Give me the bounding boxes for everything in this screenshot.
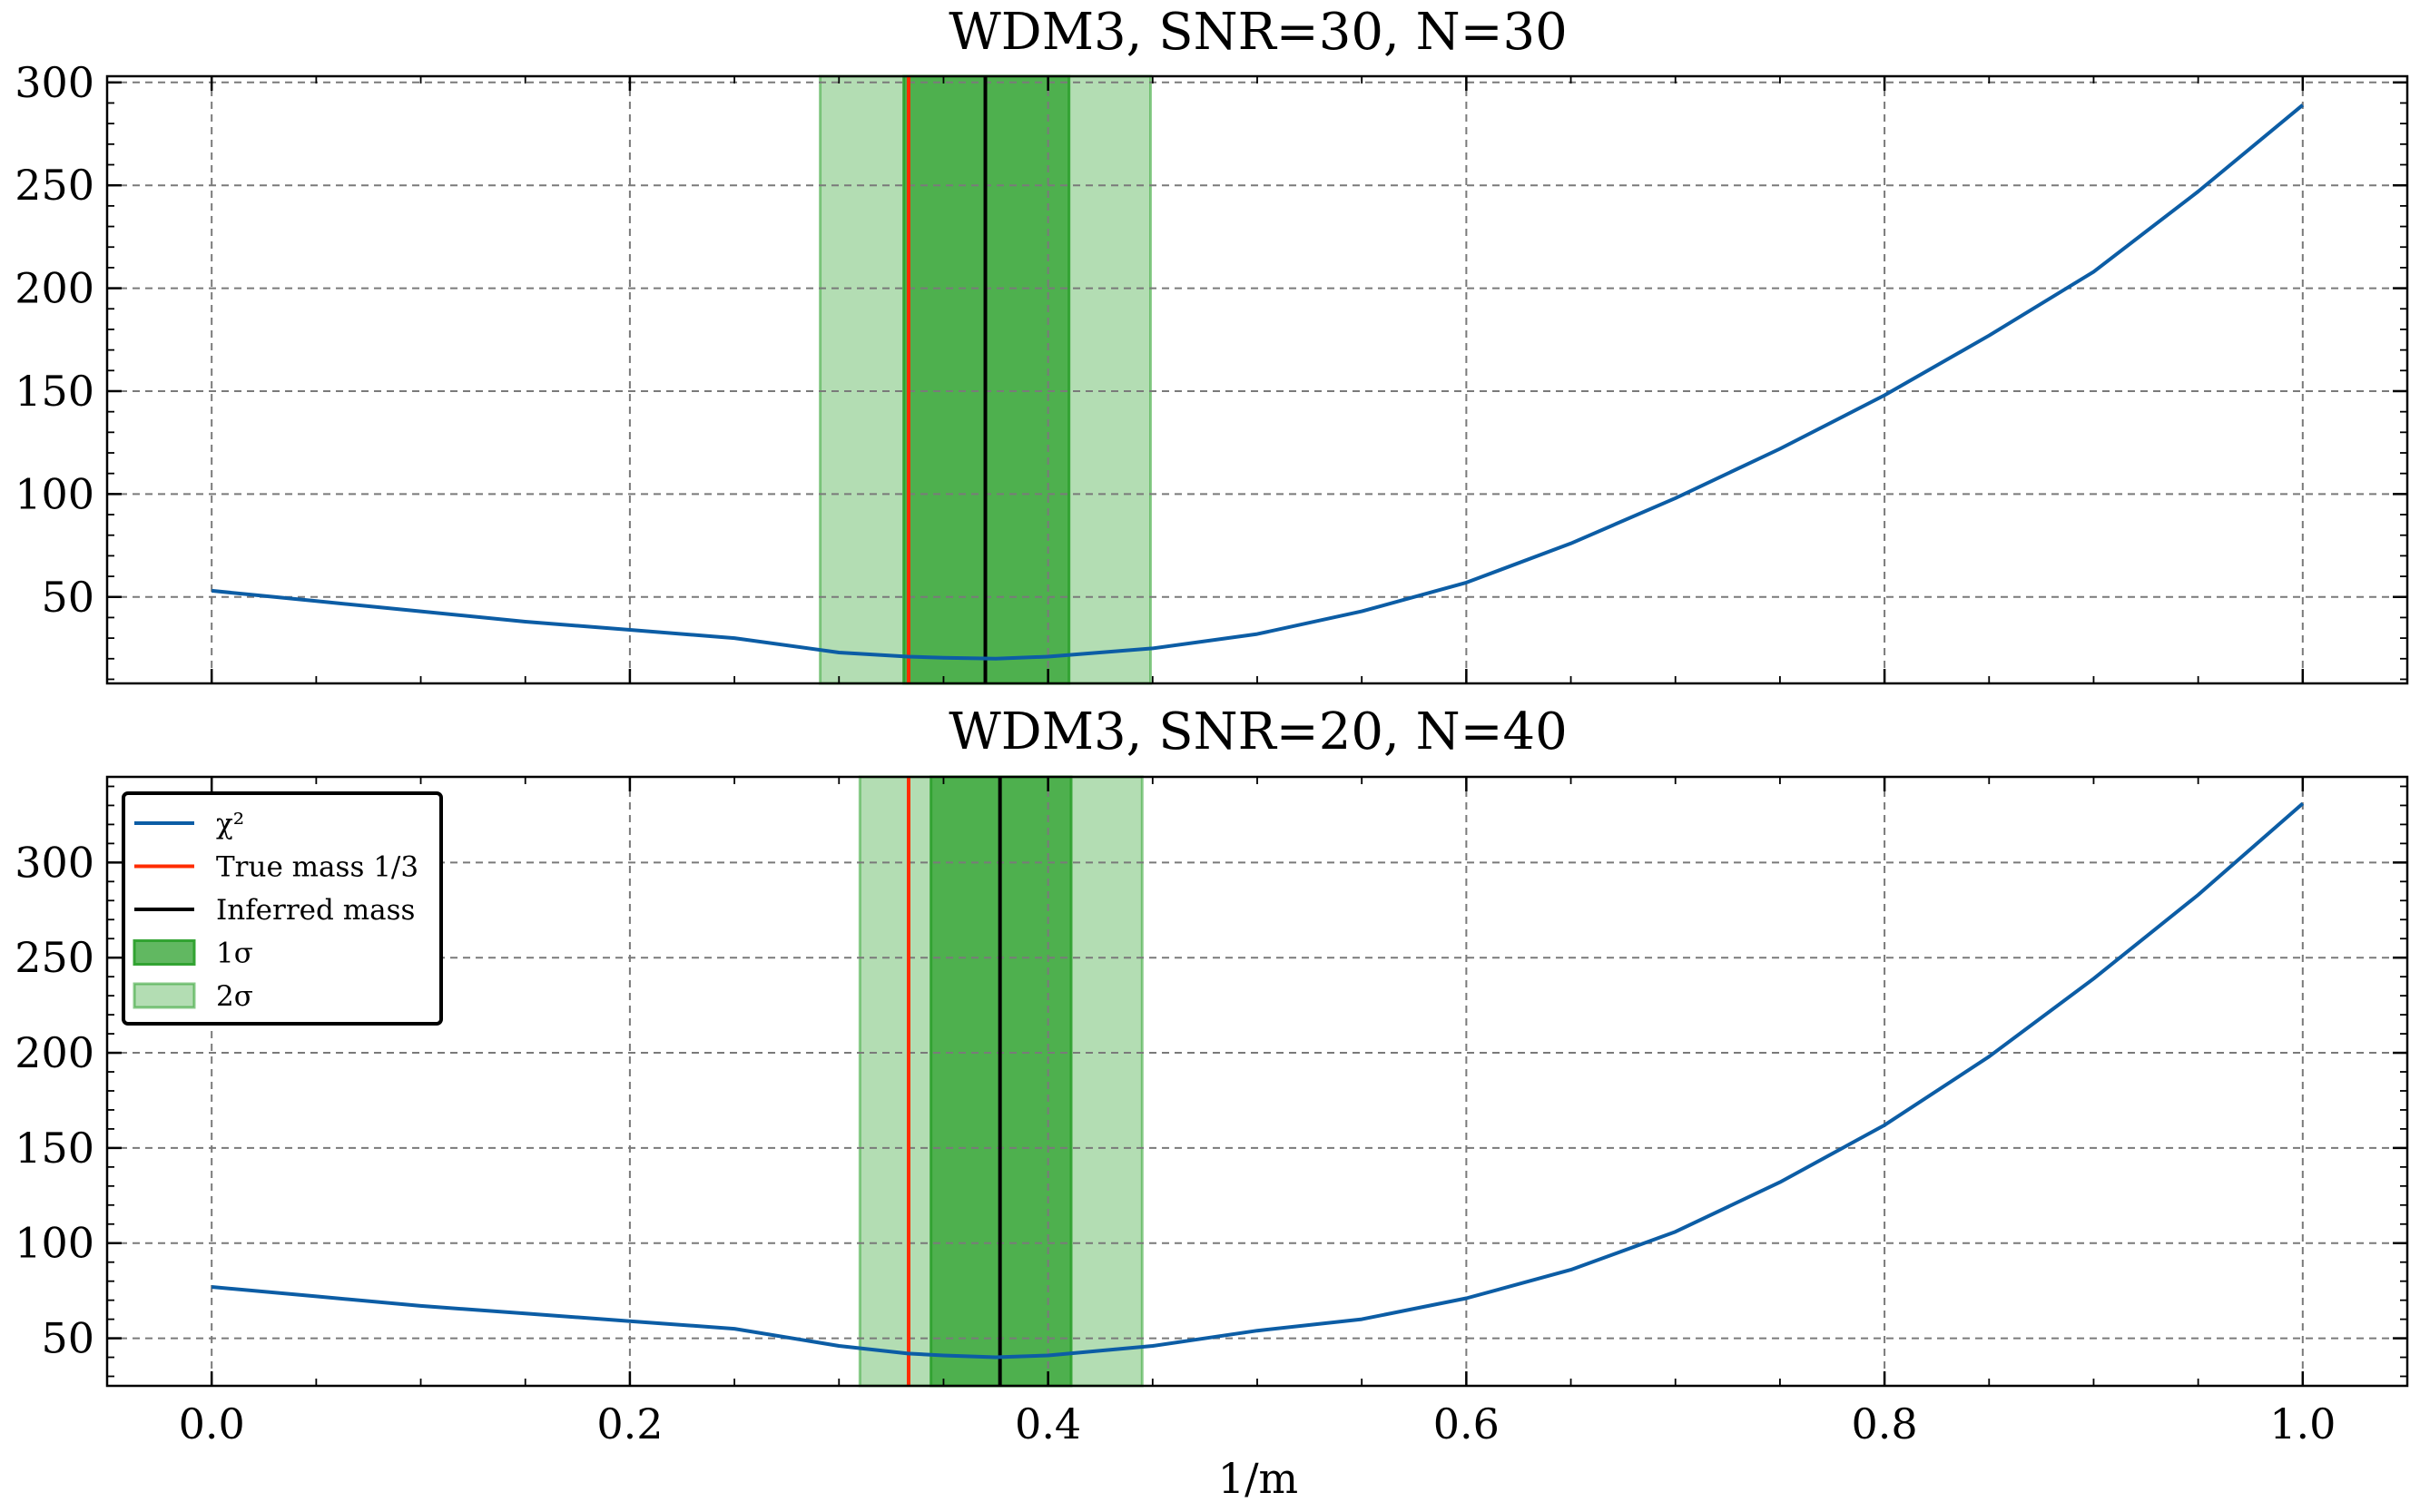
legend: χ² True mass 1/3 Inferred mass 1σ 2σ <box>122 791 443 1026</box>
y-tick-label: 50 <box>41 573 94 622</box>
chart-panel-top: WDM3, SNR=30, N=30 50 100 150 200 250 300 <box>15 3 2409 685</box>
x-tick-label: 0.8 <box>1852 1399 1918 1448</box>
x-tick-label: 0.2 <box>596 1399 663 1448</box>
y-tick-label: 150 <box>15 1124 94 1173</box>
y-tick-label: 300 <box>15 838 94 887</box>
y-tick-label: 200 <box>15 1028 94 1077</box>
x-tick-label: 1.0 <box>2269 1399 2336 1448</box>
legend-patch-swatch <box>133 939 196 966</box>
y-tick-label: 150 <box>15 367 94 416</box>
x-tick-label: 0.4 <box>1015 1399 1081 1448</box>
chart-title-top: WDM3, SNR=30, N=30 <box>949 3 1568 62</box>
chi2-series-line <box>212 103 2305 661</box>
x-axis-label: 1/m <box>1218 1454 1298 1503</box>
legend-patch-swatch <box>133 982 196 1009</box>
chi2-series-line <box>212 801 2305 1360</box>
legend-label: 2σ <box>216 980 253 1013</box>
chart-title-bottom: WDM3, SNR=20, N=40 <box>949 702 1568 761</box>
y-tick-label: 100 <box>15 1219 94 1268</box>
y-tick-label: 250 <box>15 161 94 210</box>
legend-label: χ² <box>216 808 244 840</box>
chart-panel-bottom: WDM3, SNR=20, N=40 1/m 50 100 150 200 250 300… <box>15 702 2409 1503</box>
y-tick-label: 250 <box>15 933 94 982</box>
y-tick-label: 100 <box>15 469 94 518</box>
x-tick-label: 0.0 <box>179 1399 245 1448</box>
x-tick-label: 0.6 <box>1433 1399 1500 1448</box>
y-tick-label: 200 <box>15 264 94 313</box>
legend-frame <box>122 791 443 1026</box>
legend-label: Inferred mass <box>216 894 415 927</box>
legend-label: 1σ <box>216 938 253 970</box>
y-tick-label: 50 <box>41 1314 94 1363</box>
legend-label: True mass 1/3 <box>216 851 418 884</box>
y-tick-label: 300 <box>15 58 94 107</box>
